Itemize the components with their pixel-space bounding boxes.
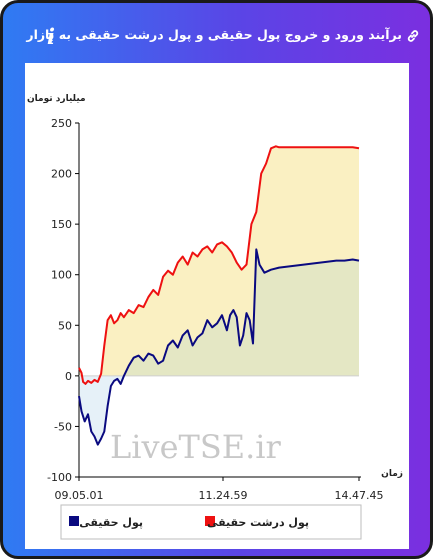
legend-label-big-money: پول درشت حقیقی <box>207 516 309 529</box>
y-tick-label: -50 <box>54 420 72 433</box>
x-tick-label: 11.24.59 <box>199 489 248 502</box>
y-tick-label: 150 <box>51 218 72 231</box>
series-line-big-money <box>78 145 360 385</box>
watermark: LiveTSE.ir <box>110 428 282 466</box>
info-icon[interactable]: i <box>47 24 55 49</box>
x-tick-label: 14.47.45 <box>335 489 384 502</box>
chart-panel: LiveTSE.ir -100 -50 0 50 100 150 200 250 09.05.01… <box>25 63 409 549</box>
chart-title: برآیند ورود و خروج پول حقیقی و پول درشت … <box>26 27 402 42</box>
legend-swatch-big-money <box>205 516 215 526</box>
legend-label-real-money: پول حقیقی <box>79 516 143 529</box>
link-icon[interactable] <box>406 29 420 43</box>
y-tick-label: 250 <box>51 117 72 130</box>
real-money-area-positive <box>79 249 359 376</box>
y-tick-label: 0 <box>65 370 72 383</box>
series-line-real-money <box>78 248 360 446</box>
x-axis-label: زمان <box>381 469 403 479</box>
y-axis-label: میلیارد تومان <box>27 94 86 104</box>
y-tick-label: 200 <box>51 168 72 181</box>
y-tick-label: 100 <box>51 269 72 282</box>
header-bar: i برآیند ورود و خروج پول حقیقی و پول درش… <box>17 17 422 57</box>
chart-svg: LiveTSE.ir -100 -50 0 50 100 150 200 250 09.05.01… <box>27 94 403 540</box>
legend-swatch-real-money <box>69 516 79 526</box>
y-tick-label: -100 <box>47 471 72 484</box>
real-money-area-negative <box>79 375 124 445</box>
x-tick-label: 09.05.01 <box>55 489 104 502</box>
y-tick-label: 50 <box>58 319 72 332</box>
